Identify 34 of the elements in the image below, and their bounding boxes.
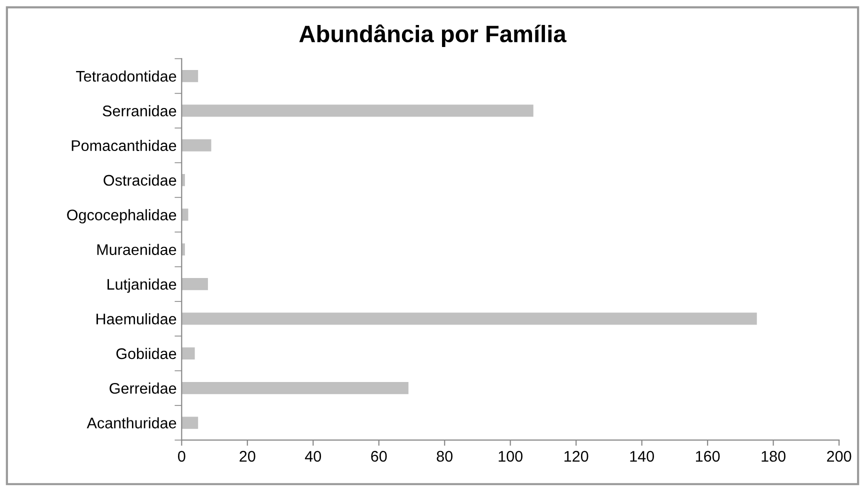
chart-title: Abundância por Família: [299, 24, 566, 47]
bar: [182, 347, 195, 360]
y-tick-label: Acanthuridae: [86, 417, 176, 428]
y-tick-label: Gerreidae: [110, 382, 176, 394]
bar: [182, 139, 212, 152]
bar: [182, 382, 408, 394]
bar: [182, 416, 198, 429]
y-tick-label: Gobiidae: [116, 348, 176, 360]
x-tick-label: 80: [436, 450, 453, 462]
x-tick-label: 60: [371, 450, 387, 462]
x-tick-label: 200: [827, 450, 852, 462]
bar: [182, 70, 198, 82]
bar: [182, 208, 188, 221]
x-tick-label: 180: [762, 450, 786, 462]
y-tick-label: Ostracidae: [104, 174, 176, 186]
y-tick-label: Tetraodontidae: [76, 70, 176, 82]
x-tick-label: 160: [696, 450, 720, 462]
y-tick-label: Haemulidae: [96, 313, 176, 324]
y-tick-label: Muraenidae: [97, 244, 176, 256]
y-tick-label: Pomacanthidae: [72, 140, 176, 152]
bar: [182, 278, 208, 290]
bar: [182, 174, 185, 186]
y-tick-label: Ogcocephalidae: [67, 209, 176, 224]
bar: [182, 312, 757, 325]
x-tick-label: 0: [178, 450, 186, 462]
x-tick-label: 140: [630, 450, 654, 462]
bar: [182, 243, 185, 256]
x-tick-label: 40: [304, 450, 322, 462]
y-tick-label: Serranidae: [102, 105, 176, 116]
bar: [182, 104, 534, 117]
x-tick-label: 20: [240, 450, 256, 462]
x-tick-label: 100: [498, 450, 522, 462]
x-tick-label: 120: [564, 450, 588, 462]
y-tick-label: Lutjanidae: [108, 278, 176, 293]
